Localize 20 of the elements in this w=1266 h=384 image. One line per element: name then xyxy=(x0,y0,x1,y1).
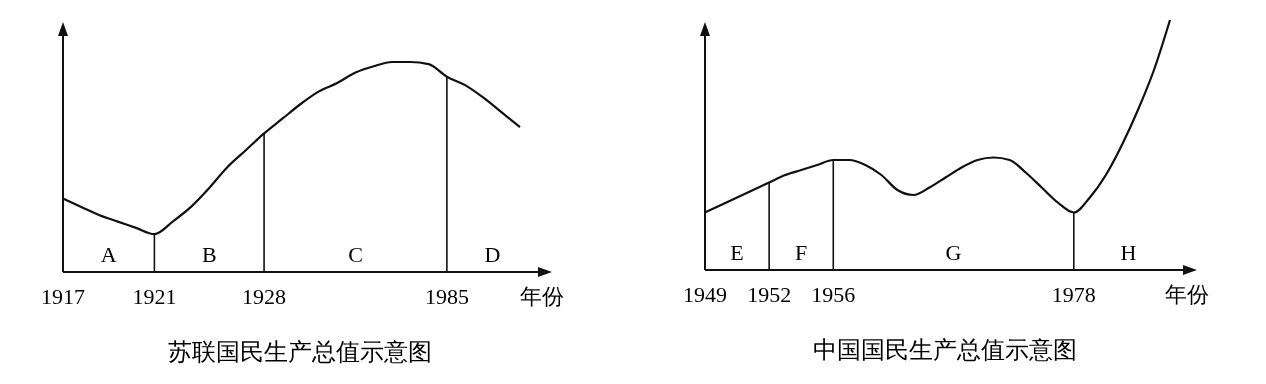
x-tick-label: 1952 xyxy=(747,282,792,307)
x-tick-label: 1917 xyxy=(41,284,85,309)
annotation: H xyxy=(1120,240,1137,265)
annotation: E xyxy=(730,240,744,265)
annotation: F xyxy=(795,240,808,265)
text: 中国国民生产总值示意图 xyxy=(813,337,1077,363)
x-axis-title: 年份 xyxy=(1165,282,1209,307)
x-tick-label: 1956 xyxy=(811,282,856,307)
annotation: C xyxy=(348,242,363,267)
x-tick-label: 1928 xyxy=(242,284,287,309)
x-tick-label: 1985 xyxy=(424,284,469,309)
x-axis-title: 年份 xyxy=(520,284,564,309)
annotation: D xyxy=(484,242,501,267)
annotation: A xyxy=(100,242,117,267)
annotation: B xyxy=(201,242,217,267)
x-tick-label: 1921 xyxy=(132,284,177,309)
annotation: G xyxy=(945,240,962,265)
x-tick-label: 1949 xyxy=(683,282,727,307)
x-tick-label: 1978 xyxy=(1051,282,1096,307)
text: 苏联国民生产总值示意图 xyxy=(168,339,432,365)
